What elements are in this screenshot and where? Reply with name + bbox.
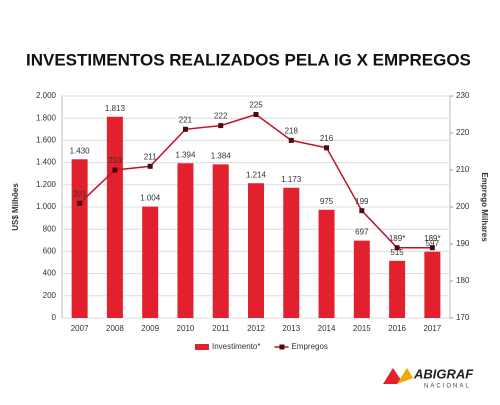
y-tick-label: 600 xyxy=(43,247,57,256)
bar-value-label: 1.004 xyxy=(140,194,161,203)
y-tick-label: 200 xyxy=(43,291,57,300)
bar xyxy=(212,164,229,318)
bar xyxy=(318,209,335,318)
y2-tick-label: 220 xyxy=(456,128,470,137)
line-value-label: 210 xyxy=(108,156,122,165)
legend-label: Empregos xyxy=(291,342,327,351)
legend-swatch xyxy=(195,344,209,350)
bar-value-label: 1.813 xyxy=(105,104,126,113)
y2-tick-label: 190 xyxy=(456,239,470,248)
line-value-label: 216 xyxy=(320,134,334,143)
legend-label: Investimento* xyxy=(212,342,260,351)
y2-tick-label: 170 xyxy=(456,313,470,322)
x-tick-label: 2015 xyxy=(353,324,371,333)
x-tick-label: 2017 xyxy=(423,324,441,333)
y2-axis-title: Emprego Milhares xyxy=(480,172,489,242)
y2-tick-label: 200 xyxy=(456,202,470,211)
bar-value-label: 515 xyxy=(390,248,404,257)
bar xyxy=(177,163,194,318)
line-value-label: 218 xyxy=(285,127,299,136)
y-tick-label: 2.000 xyxy=(36,91,57,100)
line-marker xyxy=(253,112,259,117)
line-value-label: 225 xyxy=(249,101,263,110)
bar-value-label: 1.384 xyxy=(211,151,232,160)
line-marker xyxy=(147,163,153,169)
x-tick-label: 2012 xyxy=(247,324,265,333)
y2-tick-label: 210 xyxy=(456,165,470,174)
y-tick-label: 800 xyxy=(43,224,57,233)
bar-value-label: 975 xyxy=(320,197,334,206)
line-value-label: 201 xyxy=(73,189,87,198)
logo-name: ABIGRAF xyxy=(413,366,474,381)
line-value-label: 211 xyxy=(144,152,157,161)
x-tick-label: 2014 xyxy=(318,324,336,333)
y-axis-title: US$ Milhões xyxy=(11,183,20,231)
line-marker xyxy=(429,245,435,251)
line-marker xyxy=(182,126,188,132)
y-tick-label: 1.400 xyxy=(36,158,57,167)
x-tick-label: 2011 xyxy=(212,324,230,333)
line-marker xyxy=(218,123,224,129)
y2-tick-label: 230 xyxy=(456,91,470,100)
line-marker xyxy=(324,145,330,151)
bar xyxy=(424,251,441,318)
legend-swatch xyxy=(279,344,285,350)
bar-value-label: 1.173 xyxy=(281,175,302,184)
line-marker xyxy=(112,167,118,173)
bar xyxy=(106,116,123,318)
bar-value-label: 597 xyxy=(426,239,440,248)
logo: ABIGRAF NACIONAL xyxy=(383,366,474,390)
line-marker xyxy=(288,137,294,143)
bar-value-label: 1.430 xyxy=(70,146,91,155)
line-value-label: 189* xyxy=(389,234,405,243)
y-tick-label: 400 xyxy=(43,269,57,278)
x-tick-label: 2016 xyxy=(388,324,406,333)
bar-value-label: 697 xyxy=(355,228,369,237)
bar xyxy=(283,187,300,318)
line-value-label: 221 xyxy=(179,115,193,124)
line-marker xyxy=(394,245,400,251)
bar xyxy=(142,206,159,318)
x-tick-label: 2010 xyxy=(177,324,195,333)
bar xyxy=(353,240,370,318)
bar xyxy=(248,183,264,318)
line-value-label: 189* xyxy=(424,234,440,243)
x-tick-label: 2013 xyxy=(282,324,300,333)
logo-subtitle: NACIONAL xyxy=(424,384,471,390)
logo-icon xyxy=(383,368,401,384)
x-tick-label: 2009 xyxy=(141,324,159,333)
y-tick-label: 1.200 xyxy=(36,180,57,189)
y2-tick-label: 180 xyxy=(456,276,470,285)
y-tick-label: 1.000 xyxy=(36,202,57,211)
bar xyxy=(71,159,88,318)
logo-icon xyxy=(397,368,413,384)
bar xyxy=(389,260,406,318)
line-marker xyxy=(77,200,83,206)
line-marker xyxy=(359,208,365,214)
line-value-label: 222 xyxy=(214,112,228,121)
bar-value-label: 1.214 xyxy=(246,170,267,179)
chart-title: INVESTIMENTOS REALIZADOS PELA IG X EMPRE… xyxy=(26,50,471,69)
x-tick-label: 2008 xyxy=(106,324,124,333)
y-tick-label: 1.600 xyxy=(36,136,57,145)
x-tick-label: 2007 xyxy=(71,324,89,333)
line-value-label: 199 xyxy=(355,197,369,206)
bar-value-label: 1.394 xyxy=(175,150,196,159)
y-tick-label: 1.800 xyxy=(36,113,57,122)
y-tick-label: 0 xyxy=(52,313,57,322)
